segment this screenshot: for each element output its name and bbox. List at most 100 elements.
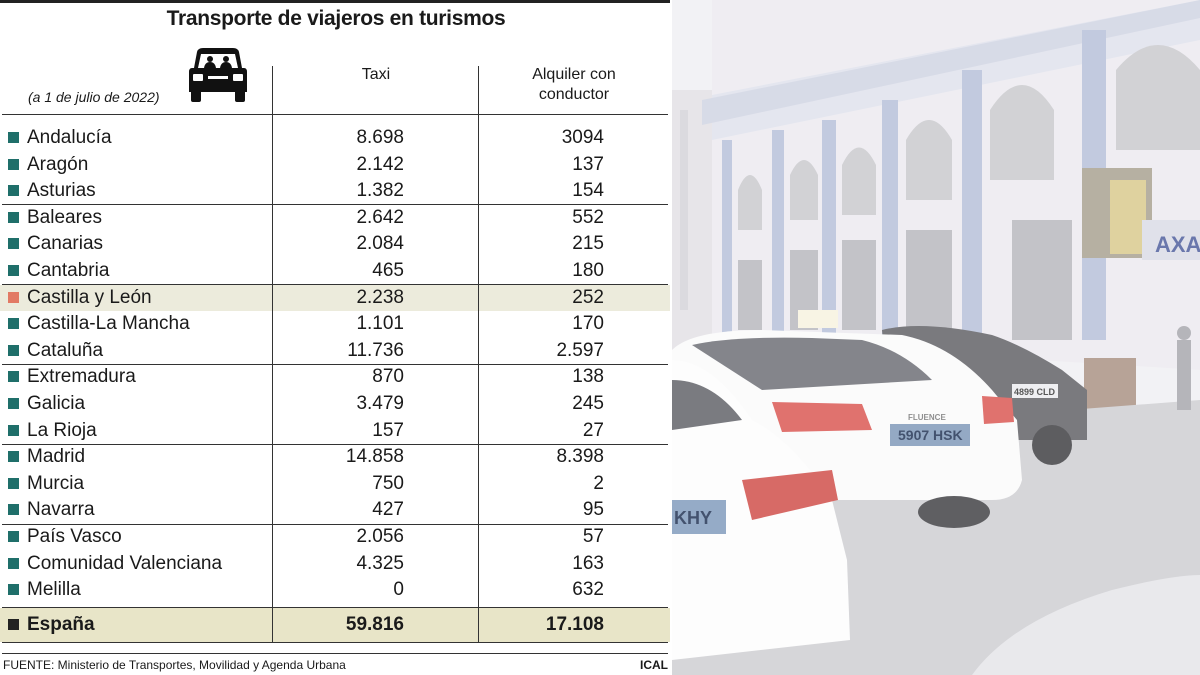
foreground-plate <box>672 500 726 534</box>
taxi-plate-front <box>890 424 970 446</box>
region-name: La Rioja <box>27 419 97 441</box>
table-row: Cataluña 11.736 2.597 <box>0 338 670 365</box>
table-row: Madrid 14.858 8.398 <box>0 444 670 471</box>
taxi-value: 1.382 <box>356 180 404 202</box>
svg-text:5907 HSK: 5907 HSK <box>898 427 963 443</box>
arched-windows <box>738 45 1200 230</box>
region-name: Andalucía <box>27 127 112 148</box>
table-row: País Vasco 2.056 57 <box>0 524 670 551</box>
table-row: Andalucía 8.698 3094 <box>0 125 670 152</box>
table-row: Castilla-La Mancha 1.101 170 <box>0 311 670 338</box>
taxi-value: 3.479 <box>356 393 404 414</box>
region-name: País Vasco <box>27 526 122 547</box>
taxi-roof-sign <box>798 310 838 328</box>
shop-fronts <box>738 220 1072 340</box>
taxi-value: 4.325 <box>356 552 404 574</box>
region-name: Aragón <box>27 153 89 175</box>
date-note: (a 1 de julio de 2022) <box>28 89 160 105</box>
taxi-value: 2.642 <box>356 206 404 228</box>
row-bullet-icon <box>8 618 19 630</box>
taxi-value: 2.238 <box>356 286 404 308</box>
taxi-rear-window <box>692 337 932 390</box>
chart-title: Transporte de viajeros en turismos <box>166 7 506 30</box>
row-bullet-icon <box>8 424 19 436</box>
row-divider <box>2 443 668 445</box>
taxi-value: 157 <box>372 419 404 441</box>
row-bullet-icon <box>8 398 19 409</box>
alquiler-value: 163 <box>572 552 604 574</box>
alquiler-value: 154 <box>572 180 604 202</box>
alquiler-value: 57 <box>582 526 604 547</box>
table-row: Murcia 750 2 <box>0 471 670 498</box>
table-row: Melilla 0 632 <box>0 577 670 604</box>
taxi-value: 8.698 <box>356 127 404 148</box>
column-header-taxi: Taxi <box>276 65 476 85</box>
row-bullet-icon <box>8 477 19 489</box>
alquiler-value: 170 <box>572 313 604 335</box>
table-row: Aragón 2.142 137 <box>0 152 670 179</box>
region-name: Castilla y León <box>27 286 152 308</box>
region-name: Extremadura <box>27 366 136 388</box>
foreground-grey-car <box>972 575 1200 675</box>
row-bullet-icon <box>8 238 19 250</box>
alquiler-value: 95 <box>582 499 604 521</box>
row-bullet-icon <box>8 344 19 356</box>
axa-sign <box>1142 220 1200 260</box>
total-taxi-value: 59.816 <box>345 613 404 635</box>
column-header-alquiler-line1: Alquiler con <box>532 66 616 83</box>
alquiler-value: 3094 <box>561 127 604 148</box>
alquiler-value: 552 <box>572 206 604 228</box>
photo-illustration: AXA 4899 CLD 5907 HSK FLUENCE KHY <box>672 0 1200 675</box>
row-bullet-icon <box>8 584 19 596</box>
total-region-name: España <box>27 613 95 635</box>
alquiler-value: 8.398 <box>556 446 604 468</box>
row-bullet-icon <box>8 531 19 542</box>
table-row: Extremadura 870 138 <box>0 364 670 391</box>
table-row-total: España 59.816 17.108 <box>0 607 670 642</box>
row-bullet-icon <box>8 318 19 330</box>
row-divider <box>2 653 668 654</box>
row-divider <box>2 114 668 115</box>
taxi-value: 1.101 <box>356 313 404 335</box>
region-name: Baleares <box>27 206 102 228</box>
table-row: Comunidad Valenciana 4.325 163 <box>0 551 670 578</box>
taxi-value: 2.142 <box>356 153 404 175</box>
svg-text:4899 CLD: 4899 CLD <box>1014 387 1056 397</box>
region-name: Canarias <box>27 233 104 255</box>
region-name: Galicia <box>27 393 86 414</box>
region-name: Castilla-La Mancha <box>27 313 190 335</box>
column-header-alquiler-line2: conductor <box>538 86 610 103</box>
row-bullet-icon <box>8 557 19 569</box>
taxi-value: 750 <box>372 472 404 494</box>
row-bullet-icon <box>8 504 19 516</box>
svg-text:KHY: KHY <box>674 508 712 528</box>
table-row: Cantabria 465 180 <box>0 258 670 285</box>
taxi-value: 427 <box>372 499 404 521</box>
column-header-taxi-label: Taxi <box>361 66 391 83</box>
alquiler-value: 138 <box>572 366 604 388</box>
table-row: Navarra 427 95 <box>0 497 670 524</box>
infographic-table: Transporte de viajeros en turismos (a 1 … <box>0 0 670 672</box>
foreground-tail-light <box>742 470 838 520</box>
row-divider <box>2 641 668 643</box>
svg-text:FLUENCE: FLUENCE <box>908 413 946 422</box>
table-row: Baleares 2.642 552 <box>0 205 670 232</box>
table-row: Asturias 1.382 154 <box>0 178 670 205</box>
alquiler-value: 252 <box>572 286 604 308</box>
taxi-value: 14.858 <box>345 446 404 468</box>
taxi-street-photo: AXA 4899 CLD 5907 HSK FLUENCE KHY <box>672 0 1200 675</box>
row-bullet-icon <box>8 371 19 383</box>
column-header-alquiler: Alquiler con conductor <box>480 65 668 105</box>
row-divider <box>2 607 668 609</box>
row-bullet-icon <box>8 451 19 463</box>
taxi-value: 870 <box>372 366 404 388</box>
taxi-value: 11.736 <box>347 339 404 361</box>
axa-sign-text: AXA <box>1155 232 1200 257</box>
row-divider <box>2 523 668 525</box>
row-bullet-icon <box>8 158 19 170</box>
region-name: Murcia <box>27 472 85 494</box>
taxi-value: 465 <box>372 260 404 281</box>
alquiler-value: 137 <box>572 153 604 175</box>
region-name: Cataluña <box>27 339 104 361</box>
row-bullet-icon <box>8 291 19 303</box>
